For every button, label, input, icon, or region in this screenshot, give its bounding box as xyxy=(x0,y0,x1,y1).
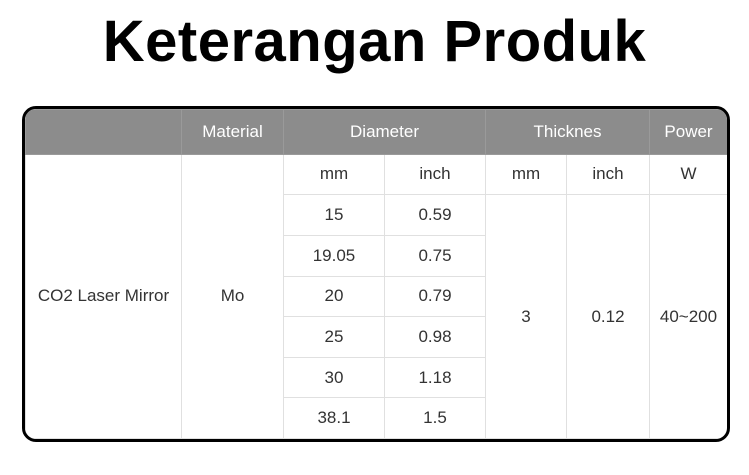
header-row: Material Diameter Thicknes Power xyxy=(25,109,727,155)
product-table-box: Material Diameter Thicknes Power CO2 Las… xyxy=(22,106,730,442)
title: Keterangan Produk xyxy=(102,9,647,74)
power-cell: 40~200 xyxy=(649,194,727,439)
material-cell: Mo xyxy=(181,153,284,439)
subheader-cell: inch xyxy=(566,153,650,196)
thickness-inch-cell: 0.12 xyxy=(566,194,650,439)
data-row: 19.05 0.75 xyxy=(26,234,728,277)
subheader-cell: mm xyxy=(283,153,385,196)
data-row: 20 0.79 xyxy=(26,275,728,318)
diameter-inch-cell: 1.5 xyxy=(384,397,486,439)
diameter-mm-cell: 30 xyxy=(283,356,385,399)
subheader-row: CO2 Laser Mirror Mo mm inch mm inch W xyxy=(25,153,727,439)
diameter-inch-cell: 0.79 xyxy=(384,275,486,318)
header-cell: Material xyxy=(181,109,284,155)
diameter-inch-cell: 0.98 xyxy=(384,316,486,358)
header-cell: Diameter xyxy=(283,109,486,155)
header-cell: Thicknes xyxy=(485,109,650,155)
diameter-mm-cell: 38.1 xyxy=(283,397,385,439)
data-row: 15 0.59 3 0.12 40~200 xyxy=(26,194,727,439)
diameter-mm-cell: 15 xyxy=(283,194,385,236)
header-cell: Power xyxy=(649,109,727,155)
diameter-inch-cell: 1.18 xyxy=(384,356,486,399)
data-row: 25 0.98 xyxy=(26,316,728,358)
diameter-inch-cell: 0.59 xyxy=(384,194,486,236)
thickness-mm-cell: 3 xyxy=(485,194,567,439)
header-cell xyxy=(25,109,182,155)
diameter-mm-cell: 19.05 xyxy=(283,234,385,277)
diameter-mm-cell: 25 xyxy=(283,316,385,358)
data-row: 38.1 1.5 xyxy=(26,397,728,439)
diameter-mm-cell: 20 xyxy=(283,275,385,318)
diameter-inch-cell: 0.75 xyxy=(384,234,486,277)
data-row: 30 1.18 xyxy=(26,356,728,399)
product-table: Material Diameter Thicknes Power CO2 Las… xyxy=(25,109,728,439)
subheader-cell: W xyxy=(649,153,727,196)
product-cell: CO2 Laser Mirror xyxy=(25,153,182,439)
subheader-cell: mm xyxy=(485,153,567,196)
subheader-cell: inch xyxy=(384,153,486,196)
